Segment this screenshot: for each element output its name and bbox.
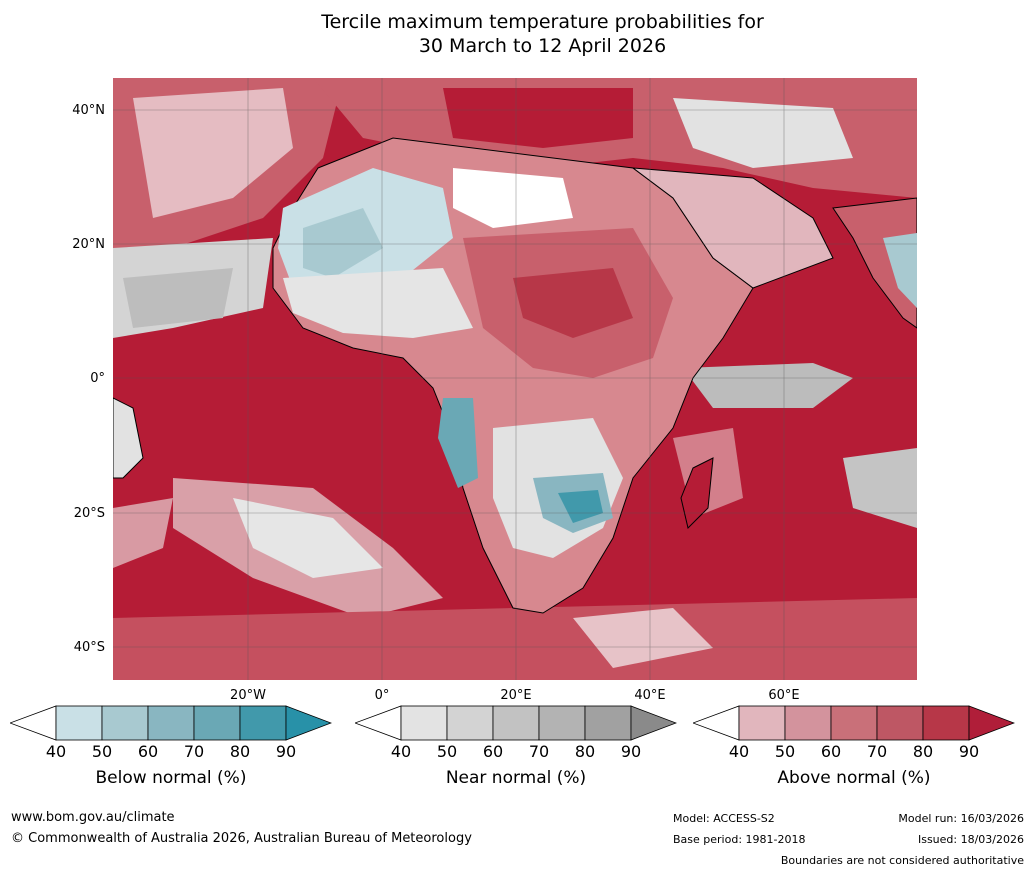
ticks-near: 40 50 60 70 80 90 xyxy=(355,742,677,762)
middle-east-near xyxy=(673,98,853,168)
sahel-near-normal xyxy=(283,268,473,338)
footer-url[interactable]: www.bom.gov.au/climate xyxy=(11,810,175,825)
lon-label-20e: 20°E xyxy=(500,688,532,703)
legend-label-above: Above normal (%) xyxy=(777,768,931,788)
lat-label-40s: 40°S xyxy=(73,640,105,655)
southern-africa-below-core xyxy=(558,490,603,523)
tick: 40 xyxy=(45,742,67,761)
ticks-below: 40 50 60 70 80 90 xyxy=(10,742,332,762)
legend-swatch xyxy=(693,705,740,741)
footer-issued: Issued: 18/03/2026 xyxy=(917,833,1024,846)
legend-swatch xyxy=(239,705,287,741)
arabian-peninsula xyxy=(631,167,834,289)
colorbar-below xyxy=(10,705,332,741)
legend-label-near: Near normal (%) xyxy=(445,768,587,788)
tick: 80 xyxy=(229,742,251,761)
legend-swatch xyxy=(492,705,540,741)
footer-copyright: © Commonwealth of Australia 2026, Austra… xyxy=(11,831,472,846)
tick: 80 xyxy=(574,742,596,761)
tick: 60 xyxy=(137,742,159,761)
legend-swatch xyxy=(738,705,786,741)
india-landmass xyxy=(832,197,917,329)
legend-swatch xyxy=(193,705,241,741)
tick: 90 xyxy=(275,742,297,761)
legend-swatch xyxy=(147,705,195,741)
title-line-2: 30 March to 12 April 2026 xyxy=(418,35,667,57)
legend-swatch xyxy=(355,705,402,741)
southern-ocean-band xyxy=(113,598,917,680)
graticule xyxy=(113,78,917,680)
legend-swatch xyxy=(446,705,494,741)
tick: 40 xyxy=(728,742,750,761)
tick: 50 xyxy=(436,742,458,761)
lon-label-20w: 20°W xyxy=(230,688,266,703)
colorbar-above xyxy=(693,705,1015,741)
tick: 40 xyxy=(390,742,412,761)
india-below-normal xyxy=(883,233,917,308)
tick: 70 xyxy=(866,742,888,761)
south-america-edge xyxy=(113,397,144,479)
footer-model: Model: ACCESS-S2 xyxy=(673,812,775,825)
legend-swatch xyxy=(285,705,332,741)
tick: 60 xyxy=(820,742,842,761)
south-atlantic-near xyxy=(233,498,383,578)
lat-label-40n: 40°N xyxy=(72,103,105,118)
legend-swatch xyxy=(538,705,586,741)
legend-swatch xyxy=(630,705,677,741)
footer-disclaimer: Boundaries are not considered authoritat… xyxy=(780,854,1024,867)
lat-label-20s: 20°S xyxy=(73,506,105,521)
sahara-below-normal-core xyxy=(303,208,383,278)
tick: 90 xyxy=(958,742,980,761)
legend-swatch xyxy=(10,705,57,741)
tick: 50 xyxy=(774,742,796,761)
atlantic-near-normal-dark xyxy=(123,268,233,328)
colorbar-near xyxy=(355,705,677,741)
legend-swatch xyxy=(784,705,832,741)
tick: 50 xyxy=(91,742,113,761)
legend-near-normal: 40 50 60 70 80 90 xyxy=(355,704,677,762)
angola-coast-below xyxy=(438,398,478,488)
north-atlantic-pale xyxy=(133,88,293,218)
lon-label-0: 0° xyxy=(374,688,390,703)
legend-swatch xyxy=(101,705,149,741)
indian-ocean-near-normal xyxy=(683,363,853,408)
legend-above-normal: 40 50 60 70 80 90 xyxy=(693,704,1015,762)
east-indian-ocean-near xyxy=(843,448,917,528)
footer-base-period: Base period: 1981-2018 xyxy=(673,833,806,846)
legend-below-normal: 40 50 60 70 80 90 xyxy=(10,704,332,762)
sw-atlantic-band xyxy=(113,498,173,568)
map-svg xyxy=(113,78,917,680)
footer-model-run: Model run: 16/03/2026 xyxy=(898,812,1024,825)
tick: 80 xyxy=(912,742,934,761)
legend-swatch xyxy=(830,705,878,741)
title-line-1: Tercile maximum temperature probabilitie… xyxy=(321,11,764,33)
ticks-above: 40 50 60 70 80 90 xyxy=(693,742,1015,762)
legend-swatch xyxy=(968,705,1015,741)
tick: 70 xyxy=(183,742,205,761)
mediterranean-above xyxy=(443,88,633,148)
central-africa-above-core xyxy=(513,268,633,338)
legend-swatch xyxy=(400,705,448,741)
southern-ocean-pale xyxy=(573,608,713,668)
lon-label-60e: 60°E xyxy=(768,688,800,703)
tick: 70 xyxy=(528,742,550,761)
probability-map[interactable] xyxy=(113,78,917,680)
tick: 60 xyxy=(482,742,504,761)
madagascar xyxy=(680,457,714,529)
north-africa-no-signal xyxy=(453,168,573,228)
legend-swatch xyxy=(55,705,103,741)
lon-label-40e: 40°E xyxy=(634,688,666,703)
legend-swatch xyxy=(876,705,924,741)
map-title: Tercile maximum temperature probabilitie… xyxy=(0,10,1035,58)
legend-swatch xyxy=(922,705,970,741)
lat-label-20n: 20°N xyxy=(72,237,105,252)
tick: 90 xyxy=(620,742,642,761)
lat-label-equator: 0° xyxy=(90,371,105,386)
legend-label-below: Below normal (%) xyxy=(95,768,247,788)
legend-swatch xyxy=(584,705,632,741)
